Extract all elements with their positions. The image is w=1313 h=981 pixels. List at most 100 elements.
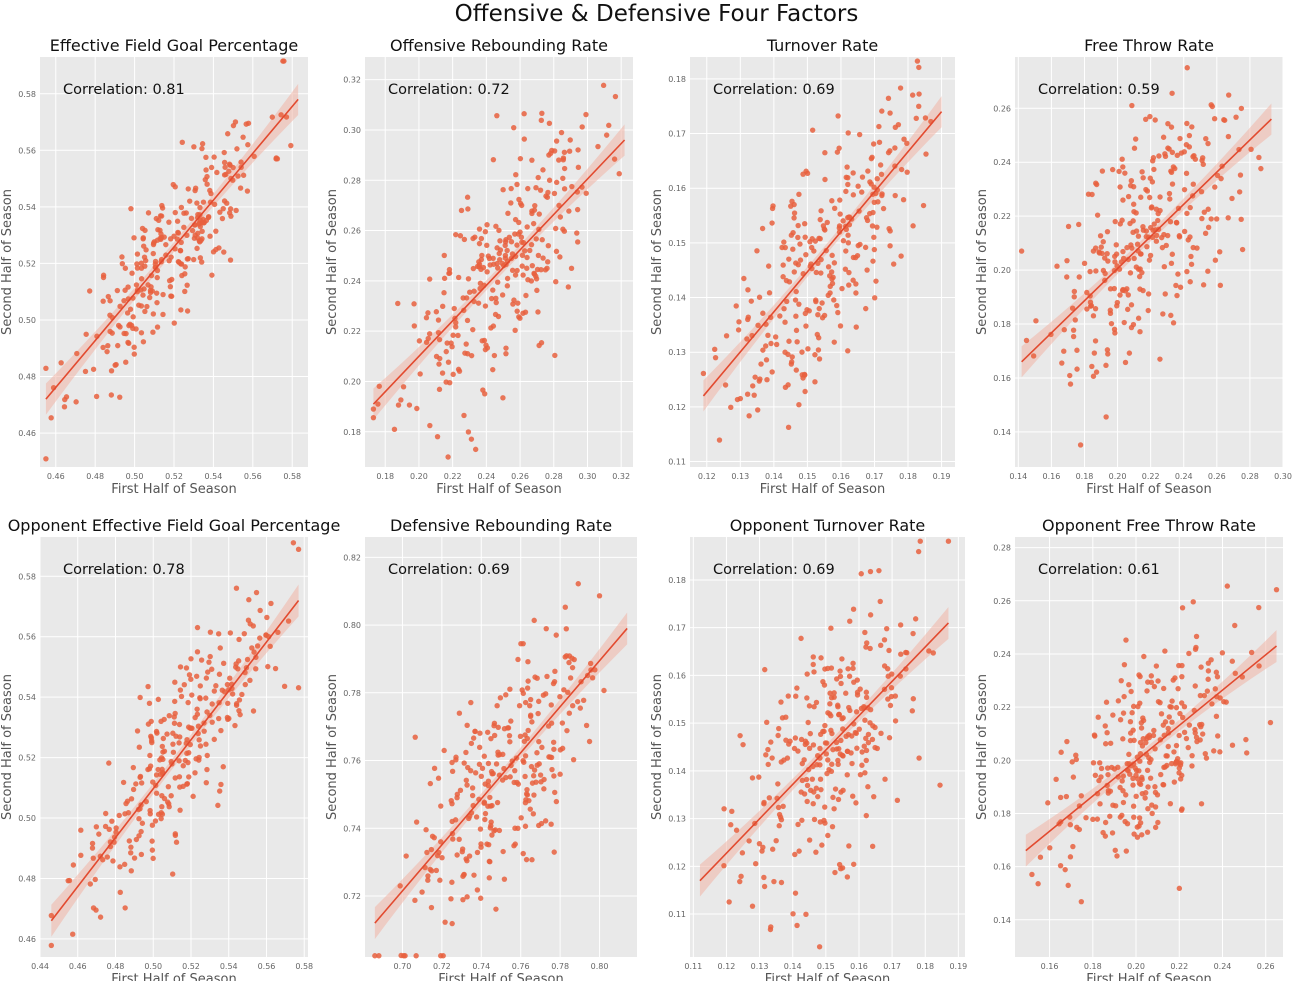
data-point [1033,318,1039,324]
data-point [799,777,806,784]
data-point [1059,360,1065,366]
data-point [1158,234,1165,241]
data-point [146,700,153,707]
data-point [863,644,869,650]
data-point [520,310,526,316]
y-tick-label: 0.46 [18,935,36,944]
data-point [205,214,212,220]
data-point [107,298,113,304]
x-tick-label: 0.48 [86,472,104,481]
data-point [489,832,495,838]
data-point [805,719,811,726]
data-point [519,263,525,269]
data-point [192,714,198,721]
data-point [840,218,846,224]
data-point [1126,682,1132,688]
data-point [863,305,869,312]
data-point [168,793,174,799]
data-point [789,354,795,360]
data-point [63,394,70,400]
data-point [470,735,477,741]
data-point [1120,799,1127,806]
data-point [1151,166,1157,173]
data-point [845,232,851,238]
data-point [429,833,436,840]
data-point [811,816,818,823]
data-point [512,327,518,334]
data-point [185,186,191,192]
data-point [150,779,156,785]
data-point [1065,223,1072,230]
data-point [217,645,223,651]
data-point [751,392,757,398]
data-point [776,823,782,829]
data-point [1202,750,1208,757]
data-point [752,374,758,380]
data-point [1118,677,1124,684]
data-point [448,797,454,804]
data-point [438,803,444,809]
data-point [1170,164,1177,170]
data-point [802,234,808,240]
data-point [826,766,832,773]
data-point [735,327,742,333]
data-point [1146,257,1153,263]
data-point [245,142,251,148]
data-point [595,143,601,150]
data-point [1138,720,1145,726]
data-point [192,770,198,776]
data-point [1168,124,1175,130]
data-point [160,311,166,318]
data-point [427,866,433,873]
data-point [870,258,876,264]
x-tick-label: 0.12 [718,962,736,971]
data-point [824,219,830,226]
data-point [782,319,788,325]
data-point [844,874,851,880]
data-point [822,740,829,746]
data-point [227,162,233,168]
data-point [507,774,513,780]
data-point [295,546,302,552]
data-point [850,660,856,666]
data-point [1107,286,1114,292]
data-point [1176,732,1182,739]
data-point [769,369,775,375]
data-point [748,298,755,304]
data-point [1102,741,1109,747]
data-point [828,727,834,734]
data-point [183,210,189,216]
x-axis-label: First Half of Season [438,972,563,981]
data-point [1067,822,1074,828]
data-point [1152,117,1158,123]
data-point [138,265,145,271]
y-tick-label: 0.54 [18,203,36,212]
data-point [930,650,936,656]
data-point [517,315,523,321]
data-point [225,700,231,707]
data-point [1181,186,1188,193]
data-point [745,287,751,293]
data-point [863,215,870,221]
data-point [174,218,181,224]
data-point [1117,292,1123,298]
correlation-annotation: Correlation: 0.72 [388,82,510,98]
data-point [1224,583,1231,589]
data-point [123,359,129,365]
data-point [863,757,869,764]
data-point [894,797,901,804]
data-point [447,380,453,386]
data-point [264,614,270,621]
data-point [473,814,480,820]
data-point [158,815,164,822]
data-point [1174,152,1180,159]
data-point [203,167,209,173]
data-point [796,848,802,854]
data-point [1124,244,1130,251]
data-point [106,826,112,832]
data-point [1209,701,1215,707]
data-point [1074,366,1080,372]
data-point [493,299,499,306]
data-point [482,810,489,817]
